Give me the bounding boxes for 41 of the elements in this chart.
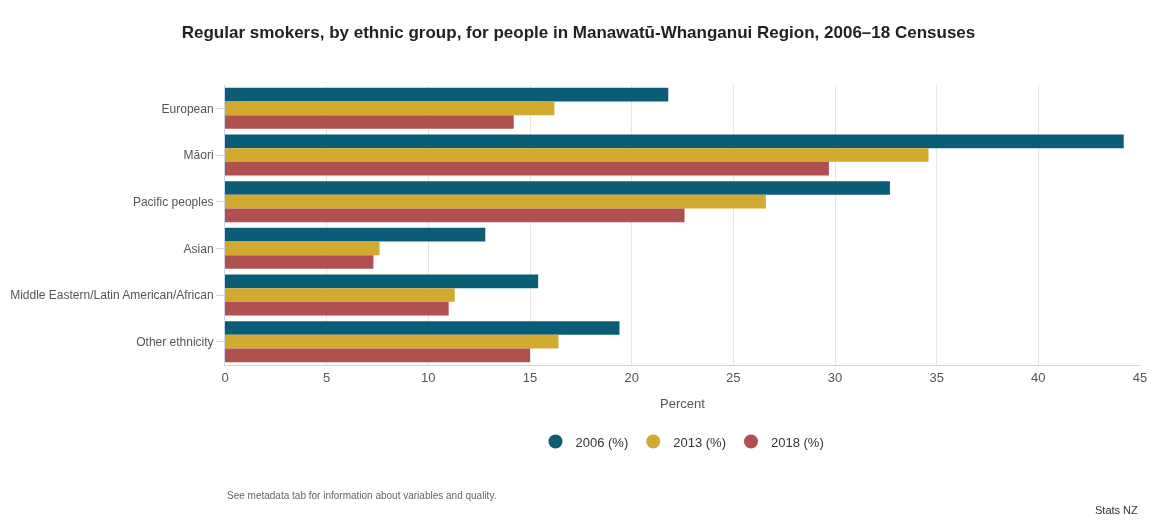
x-tick-label: 20 bbox=[624, 369, 639, 385]
y-tick-label: Middle Eastern/Latin American/African bbox=[10, 288, 214, 303]
bar bbox=[225, 348, 530, 363]
bar bbox=[225, 321, 620, 335]
chart-title: Regular smokers, by ethnic group, for people in Manawatū-Whanganui Region, 2006–18 Censuses bbox=[181, 22, 976, 42]
bar bbox=[225, 134, 1124, 149]
bar bbox=[225, 241, 380, 256]
x-tick-label: 25 bbox=[726, 369, 741, 385]
bar bbox=[225, 181, 890, 195]
bar bbox=[225, 255, 374, 269]
x-tick-label: 10 bbox=[421, 369, 436, 385]
bar bbox=[225, 227, 486, 242]
bar bbox=[225, 87, 669, 102]
bar bbox=[225, 115, 514, 129]
bar bbox=[225, 274, 539, 289]
y-tick-label: Asian bbox=[183, 241, 214, 256]
y-tick-label: Other ethnicity bbox=[136, 334, 214, 349]
bar bbox=[225, 194, 766, 209]
x-tick-label: 30 bbox=[827, 369, 843, 385]
bar bbox=[225, 301, 449, 316]
y-tick-label: Māori bbox=[183, 148, 214, 163]
bar bbox=[225, 208, 685, 223]
x-tick-label: 5 bbox=[323, 369, 331, 385]
bar bbox=[225, 288, 455, 302]
y-tick-label: European bbox=[161, 101, 214, 116]
x-tick-label: 45 bbox=[1132, 369, 1148, 385]
x-axis-title: Percent bbox=[660, 396, 706, 412]
x-tick-label: 40 bbox=[1031, 369, 1046, 385]
text: Stats NZ bbox=[1095, 504, 1139, 516]
x-tick-label: 35 bbox=[929, 369, 944, 385]
text: See metadata tab for information about variables and quality. bbox=[227, 490, 497, 501]
legend-label: 2013 (%) bbox=[673, 434, 726, 450]
x-tick-label: 15 bbox=[522, 369, 538, 385]
legend-label: 2018 (%) bbox=[771, 434, 824, 450]
bar bbox=[225, 334, 559, 349]
legend-label: 2006 (%) bbox=[575, 434, 629, 450]
bar bbox=[225, 101, 555, 116]
y-tick-label: Pacific peoples bbox=[132, 194, 214, 209]
x-tick-label: 0 bbox=[221, 369, 229, 385]
bar bbox=[225, 148, 929, 162]
bar bbox=[225, 161, 829, 176]
